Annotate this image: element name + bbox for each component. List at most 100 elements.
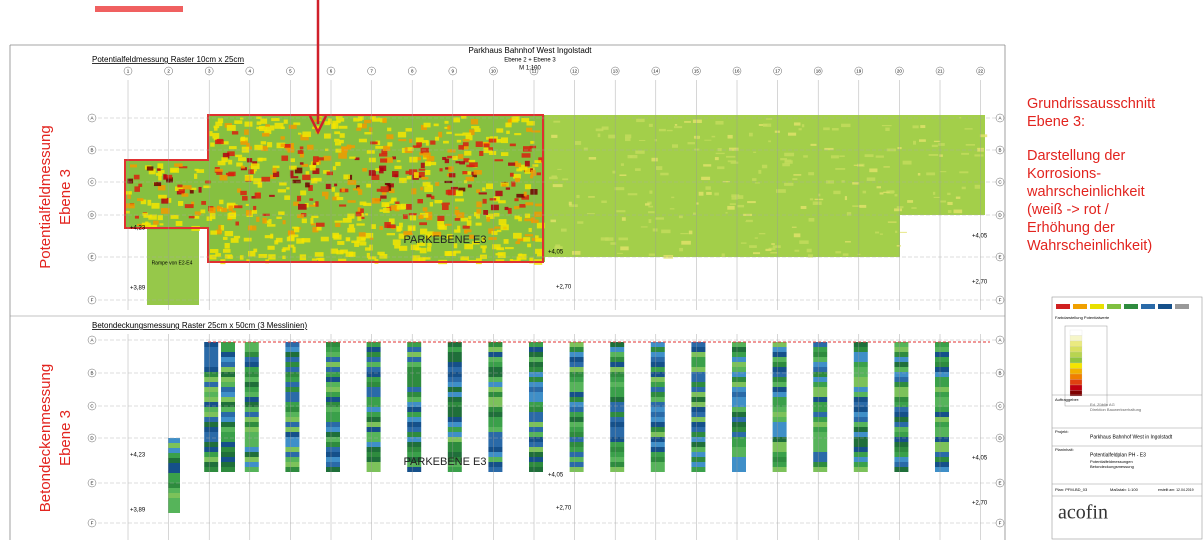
heat-cell [277,189,287,193]
heat-cell [461,116,467,119]
legend-swatch [1175,304,1189,309]
legend-swatch [1069,384,1083,391]
heat-cell [426,156,435,162]
heat-cell [397,131,407,138]
heat-cell [290,158,295,163]
annotation-line: Ebene 3: [1027,114,1085,130]
cover-cell [221,387,235,392]
heat-cell [222,236,228,240]
cover-cell [691,417,706,422]
heat-cell [198,186,202,193]
heat-cell [618,237,628,241]
column-marker [895,66,904,76]
heat-cell [534,211,542,217]
cover-cell [221,407,235,412]
column-marker [407,66,417,76]
heat-cell [466,220,472,226]
heat-cell [489,198,497,201]
cover-cell [488,372,503,377]
row-label: E [998,481,1001,486]
row-label: C [90,180,94,185]
cover-cell [326,382,340,387]
heat-cell [881,124,892,127]
heat-cell [793,233,801,238]
heat-cell [163,174,173,179]
heat-cell [282,220,286,225]
heat-cell [524,160,530,167]
cover-cell [772,347,787,352]
heat-cell [394,244,401,249]
cover-cell [204,417,219,422]
heat-cell [644,203,650,206]
row-label: F [999,521,1002,526]
cover-cell [407,392,422,397]
cover-cell [813,407,828,412]
cover-cell [407,342,422,347]
heat-cell [552,184,563,188]
heat-cell [894,194,898,197]
heat-cell [313,177,322,182]
heat-cell [516,193,525,198]
cover-cell [326,407,340,412]
heat-cell [692,212,696,216]
cover-cell [894,367,909,372]
row-label: F [999,298,1002,303]
cover-cell [691,457,706,462]
heat-cell [940,200,947,203]
heat-cell [290,176,299,179]
heat-cell [316,257,324,261]
legend-swatch [1073,304,1087,309]
heat-cell [339,133,345,138]
heat-cell [761,164,768,169]
heat-cell [134,215,139,219]
heat-cell [473,128,481,132]
heat-cell [194,215,200,219]
cover-cell [221,367,235,372]
heat-cell [178,189,185,194]
heat-cell [456,212,465,219]
heat-cell [422,207,428,212]
cover-cell [221,422,235,427]
heat-cell [511,181,516,187]
heat-cell [335,161,341,166]
legend-swatch [1069,335,1083,342]
field-value: Potentialfeldplan PH - E3 [1090,452,1146,458]
heat-cell [320,236,329,242]
cover-cell [204,377,219,382]
cover-cell [447,412,462,417]
cover-cell [366,442,381,447]
heat-cell [454,229,461,233]
heat-cell [420,186,424,191]
heat-cell [157,215,163,221]
heat-cell [692,119,702,123]
heat-cell [376,188,382,192]
cover-cell [894,342,909,347]
cover-cell [204,457,219,462]
cover-cell [326,362,340,367]
heat-cell [175,221,183,226]
legend-box [1064,325,1108,407]
heat-cell [536,222,545,229]
heat-cell [372,117,381,122]
heat-cell [396,226,401,232]
annotation-line: (weiß -> rot / [1027,202,1110,218]
heat-cell [353,188,360,191]
heat-cell [846,212,852,216]
cover-cell [894,382,909,387]
legend-swatch [1069,379,1083,386]
cover-cell [244,407,259,412]
heat-cell [947,192,951,196]
elevation-label: +2,70 [972,280,988,286]
cover-cell [221,357,235,362]
heat-cell [859,204,867,208]
cover-cell [366,417,381,422]
heat-cell [243,237,252,242]
cover-cell [691,347,706,352]
cover-cell [732,452,746,457]
heat-cell [246,259,250,263]
heat-cell [515,241,521,245]
heat-cell [601,126,609,130]
row-marker [87,145,97,155]
cover-cell [285,457,300,462]
cover-cell [366,382,381,387]
